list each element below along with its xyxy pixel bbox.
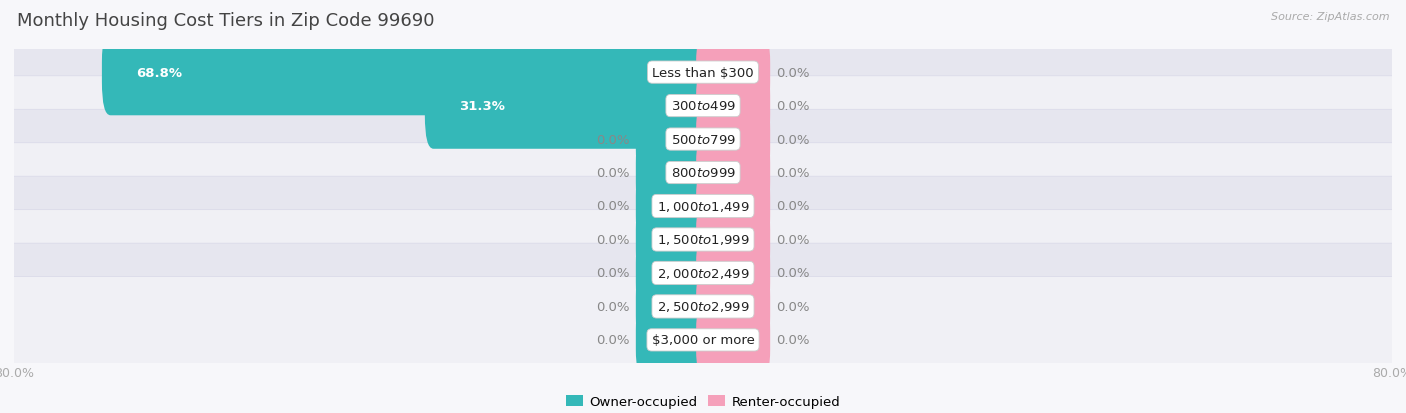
Text: 0.0%: 0.0% [776,100,810,113]
Text: $1,500 to $1,999: $1,500 to $1,999 [657,233,749,247]
Text: $2,000 to $2,499: $2,000 to $2,499 [657,266,749,280]
FancyBboxPatch shape [696,137,770,209]
FancyBboxPatch shape [636,204,710,276]
Legend: Owner-occupied, Renter-occupied: Owner-occupied, Renter-occupied [560,389,846,413]
FancyBboxPatch shape [1,110,1405,236]
Text: $800 to $999: $800 to $999 [671,166,735,180]
FancyBboxPatch shape [1,43,1405,169]
Text: 0.0%: 0.0% [596,334,630,347]
Text: 0.0%: 0.0% [596,133,630,146]
Text: Source: ZipAtlas.com: Source: ZipAtlas.com [1271,12,1389,22]
FancyBboxPatch shape [696,70,770,143]
Text: 0.0%: 0.0% [776,133,810,146]
Text: $2,500 to $2,999: $2,500 to $2,999 [657,300,749,313]
FancyBboxPatch shape [1,10,1405,136]
FancyBboxPatch shape [636,137,710,209]
FancyBboxPatch shape [636,304,710,377]
Text: $1,000 to $1,499: $1,000 to $1,499 [657,199,749,214]
FancyBboxPatch shape [1,277,1405,403]
Text: $3,000 or more: $3,000 or more [651,334,755,347]
FancyBboxPatch shape [1,143,1405,270]
FancyBboxPatch shape [696,36,770,109]
FancyBboxPatch shape [1,244,1405,370]
Text: 0.0%: 0.0% [776,334,810,347]
FancyBboxPatch shape [696,237,770,310]
FancyBboxPatch shape [696,103,770,176]
Text: 0.0%: 0.0% [776,267,810,280]
FancyBboxPatch shape [1,177,1405,303]
FancyBboxPatch shape [636,270,710,343]
FancyBboxPatch shape [1,210,1405,337]
Text: 68.8%: 68.8% [136,66,183,79]
FancyBboxPatch shape [636,103,710,176]
Text: 0.0%: 0.0% [596,166,630,180]
Text: Less than $300: Less than $300 [652,66,754,79]
FancyBboxPatch shape [636,170,710,243]
Text: $300 to $499: $300 to $499 [671,100,735,113]
Text: 0.0%: 0.0% [776,66,810,79]
Text: Monthly Housing Cost Tiers in Zip Code 99690: Monthly Housing Cost Tiers in Zip Code 9… [17,12,434,30]
Text: 0.0%: 0.0% [596,233,630,247]
Text: 0.0%: 0.0% [596,300,630,313]
FancyBboxPatch shape [425,63,711,150]
FancyBboxPatch shape [696,170,770,243]
Text: 31.3%: 31.3% [460,100,505,113]
FancyBboxPatch shape [696,270,770,343]
FancyBboxPatch shape [696,304,770,377]
Text: 0.0%: 0.0% [776,200,810,213]
Text: $500 to $799: $500 to $799 [671,133,735,146]
Text: 0.0%: 0.0% [776,166,810,180]
Text: 0.0%: 0.0% [596,200,630,213]
FancyBboxPatch shape [1,76,1405,203]
Text: 0.0%: 0.0% [776,300,810,313]
FancyBboxPatch shape [101,30,711,116]
Text: 0.0%: 0.0% [596,267,630,280]
FancyBboxPatch shape [696,204,770,276]
FancyBboxPatch shape [636,237,710,310]
Text: 0.0%: 0.0% [776,233,810,247]
